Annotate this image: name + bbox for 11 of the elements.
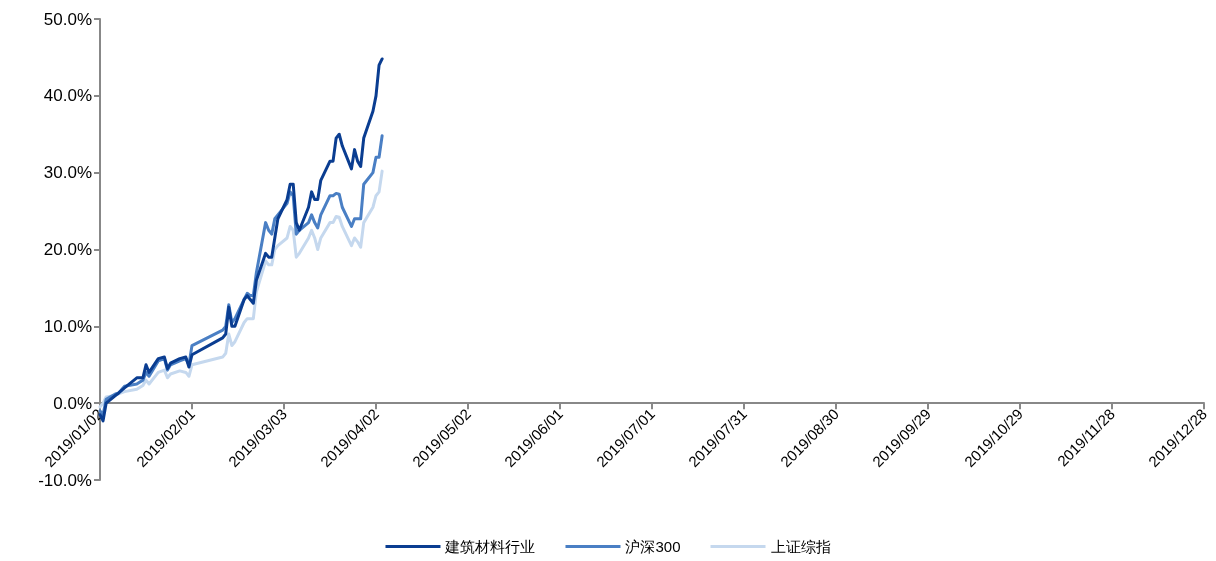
y-tick-label: 10.0% bbox=[43, 316, 92, 336]
y-tick-label: -10.0% bbox=[38, 470, 92, 490]
y-tick-label: 20.0% bbox=[43, 240, 92, 259]
y-tick-label: 40.0% bbox=[43, 86, 92, 106]
legend-label: 沪深300 bbox=[625, 538, 681, 555]
line-series bbox=[98, 169, 384, 409]
y-tick-label: 0.0% bbox=[53, 393, 92, 413]
y-tick-label: 30.0% bbox=[43, 163, 92, 183]
legend-label: 建筑材料行业 bbox=[444, 538, 536, 555]
y-tick-label: 50.0% bbox=[43, 9, 92, 29]
legend-label: 上证综指 bbox=[770, 538, 831, 555]
